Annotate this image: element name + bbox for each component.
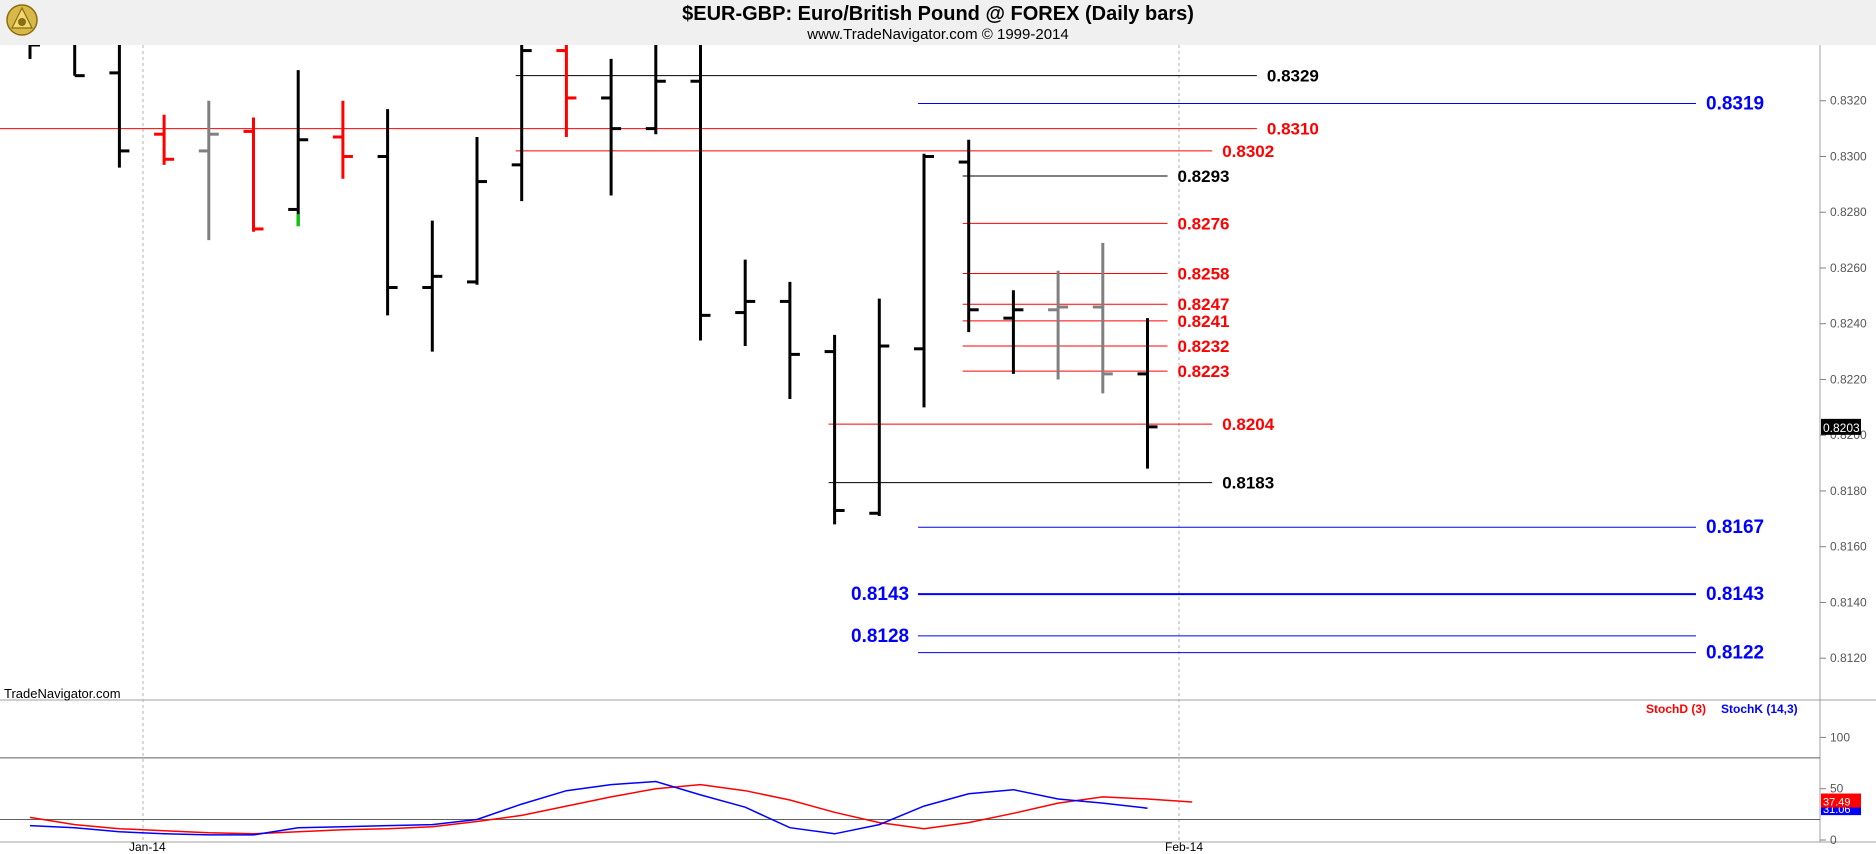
level-label: 0.8302: [1222, 142, 1274, 161]
legend-stochk: StochK (14,3): [1721, 702, 1798, 716]
y-tick-label: 0.8220: [1830, 372, 1867, 386]
y-tick-label: 0.8240: [1830, 317, 1867, 331]
level-label: 0.8183: [1222, 474, 1274, 493]
level-label: 0.8232: [1178, 337, 1230, 356]
level-label: 0.8122: [1706, 643, 1764, 664]
level-label: 0.8204: [1222, 415, 1275, 434]
level-label: 0.8310: [1267, 120, 1319, 139]
x-tick-label: Jan-14: [129, 840, 166, 854]
level-label: 0.8223: [1178, 362, 1230, 381]
level-label: 0.8258: [1178, 265, 1230, 284]
watermark: TradeNavigator.com: [4, 686, 121, 701]
level-label-left: 0.8143: [851, 584, 909, 605]
bars-layer: [20, 29, 1158, 525]
ind-y-tick-label: 100: [1830, 730, 1850, 744]
level-label: 0.8276: [1178, 214, 1230, 233]
stoch-series-line: [29, 780, 1148, 836]
sextant-logo-icon: [6, 4, 38, 36]
levels-layer: 0.8329 0.8319 0.8310 0.8302 0.8293 0.8276 0.82…: [0, 67, 1764, 664]
y-tick-label: 0.8280: [1830, 205, 1867, 219]
x-tick-label: Feb-14: [1165, 840, 1203, 854]
ind-y-tick-label: 50: [1830, 782, 1844, 796]
y-tick-label: 0.8260: [1830, 261, 1867, 275]
y-tick-label: 0.8140: [1830, 595, 1867, 609]
y-tick-label: 0.8320: [1830, 94, 1867, 108]
y-tick-label: 0.8160: [1830, 540, 1867, 554]
level-label: 0.8241: [1178, 312, 1230, 331]
chart-title: $EUR-GBP: Euro/British Pound @ FOREX (Da…: [682, 3, 1194, 25]
legend-stochd: StochD (3): [1646, 702, 1706, 716]
y-tick-label: 0.8300: [1830, 149, 1867, 163]
level-label: 0.8293: [1178, 167, 1230, 186]
level-label: 0.8329: [1267, 67, 1319, 86]
stochd-value-label: 37.49: [1823, 797, 1851, 809]
stoch-series-line: [29, 783, 1193, 835]
y-tick-label: 0.8180: [1830, 484, 1867, 498]
price-panel-bg: [0, 45, 1820, 700]
level-label: 0.8143: [1706, 584, 1764, 605]
last-price-box: [1821, 418, 1861, 435]
axis-layer: Jan-14 Feb-14 0.8120 0.8140 0.8160 0.8180 0.82…: [129, 94, 1867, 854]
chart-subtitle: www.TradeNavigator.com © 1999-2014: [807, 26, 1069, 43]
level-label: 0.8247: [1178, 295, 1230, 314]
chart-title-block: $EUR-GBP: Euro/British Pound @ FOREX (Da…: [0, 0, 1876, 45]
level-label: 0.8319: [1706, 94, 1764, 115]
stochd-value-box: [1821, 793, 1861, 808]
level-label-left: 0.8128: [851, 626, 909, 647]
y-tick-label: 0.8120: [1830, 651, 1867, 665]
level-label: 0.8167: [1706, 517, 1764, 538]
grid-layer: [0, 45, 1876, 843]
ind-y-tick-label: 0: [1830, 833, 1837, 847]
last-price-label: 0.8203: [1823, 421, 1860, 435]
